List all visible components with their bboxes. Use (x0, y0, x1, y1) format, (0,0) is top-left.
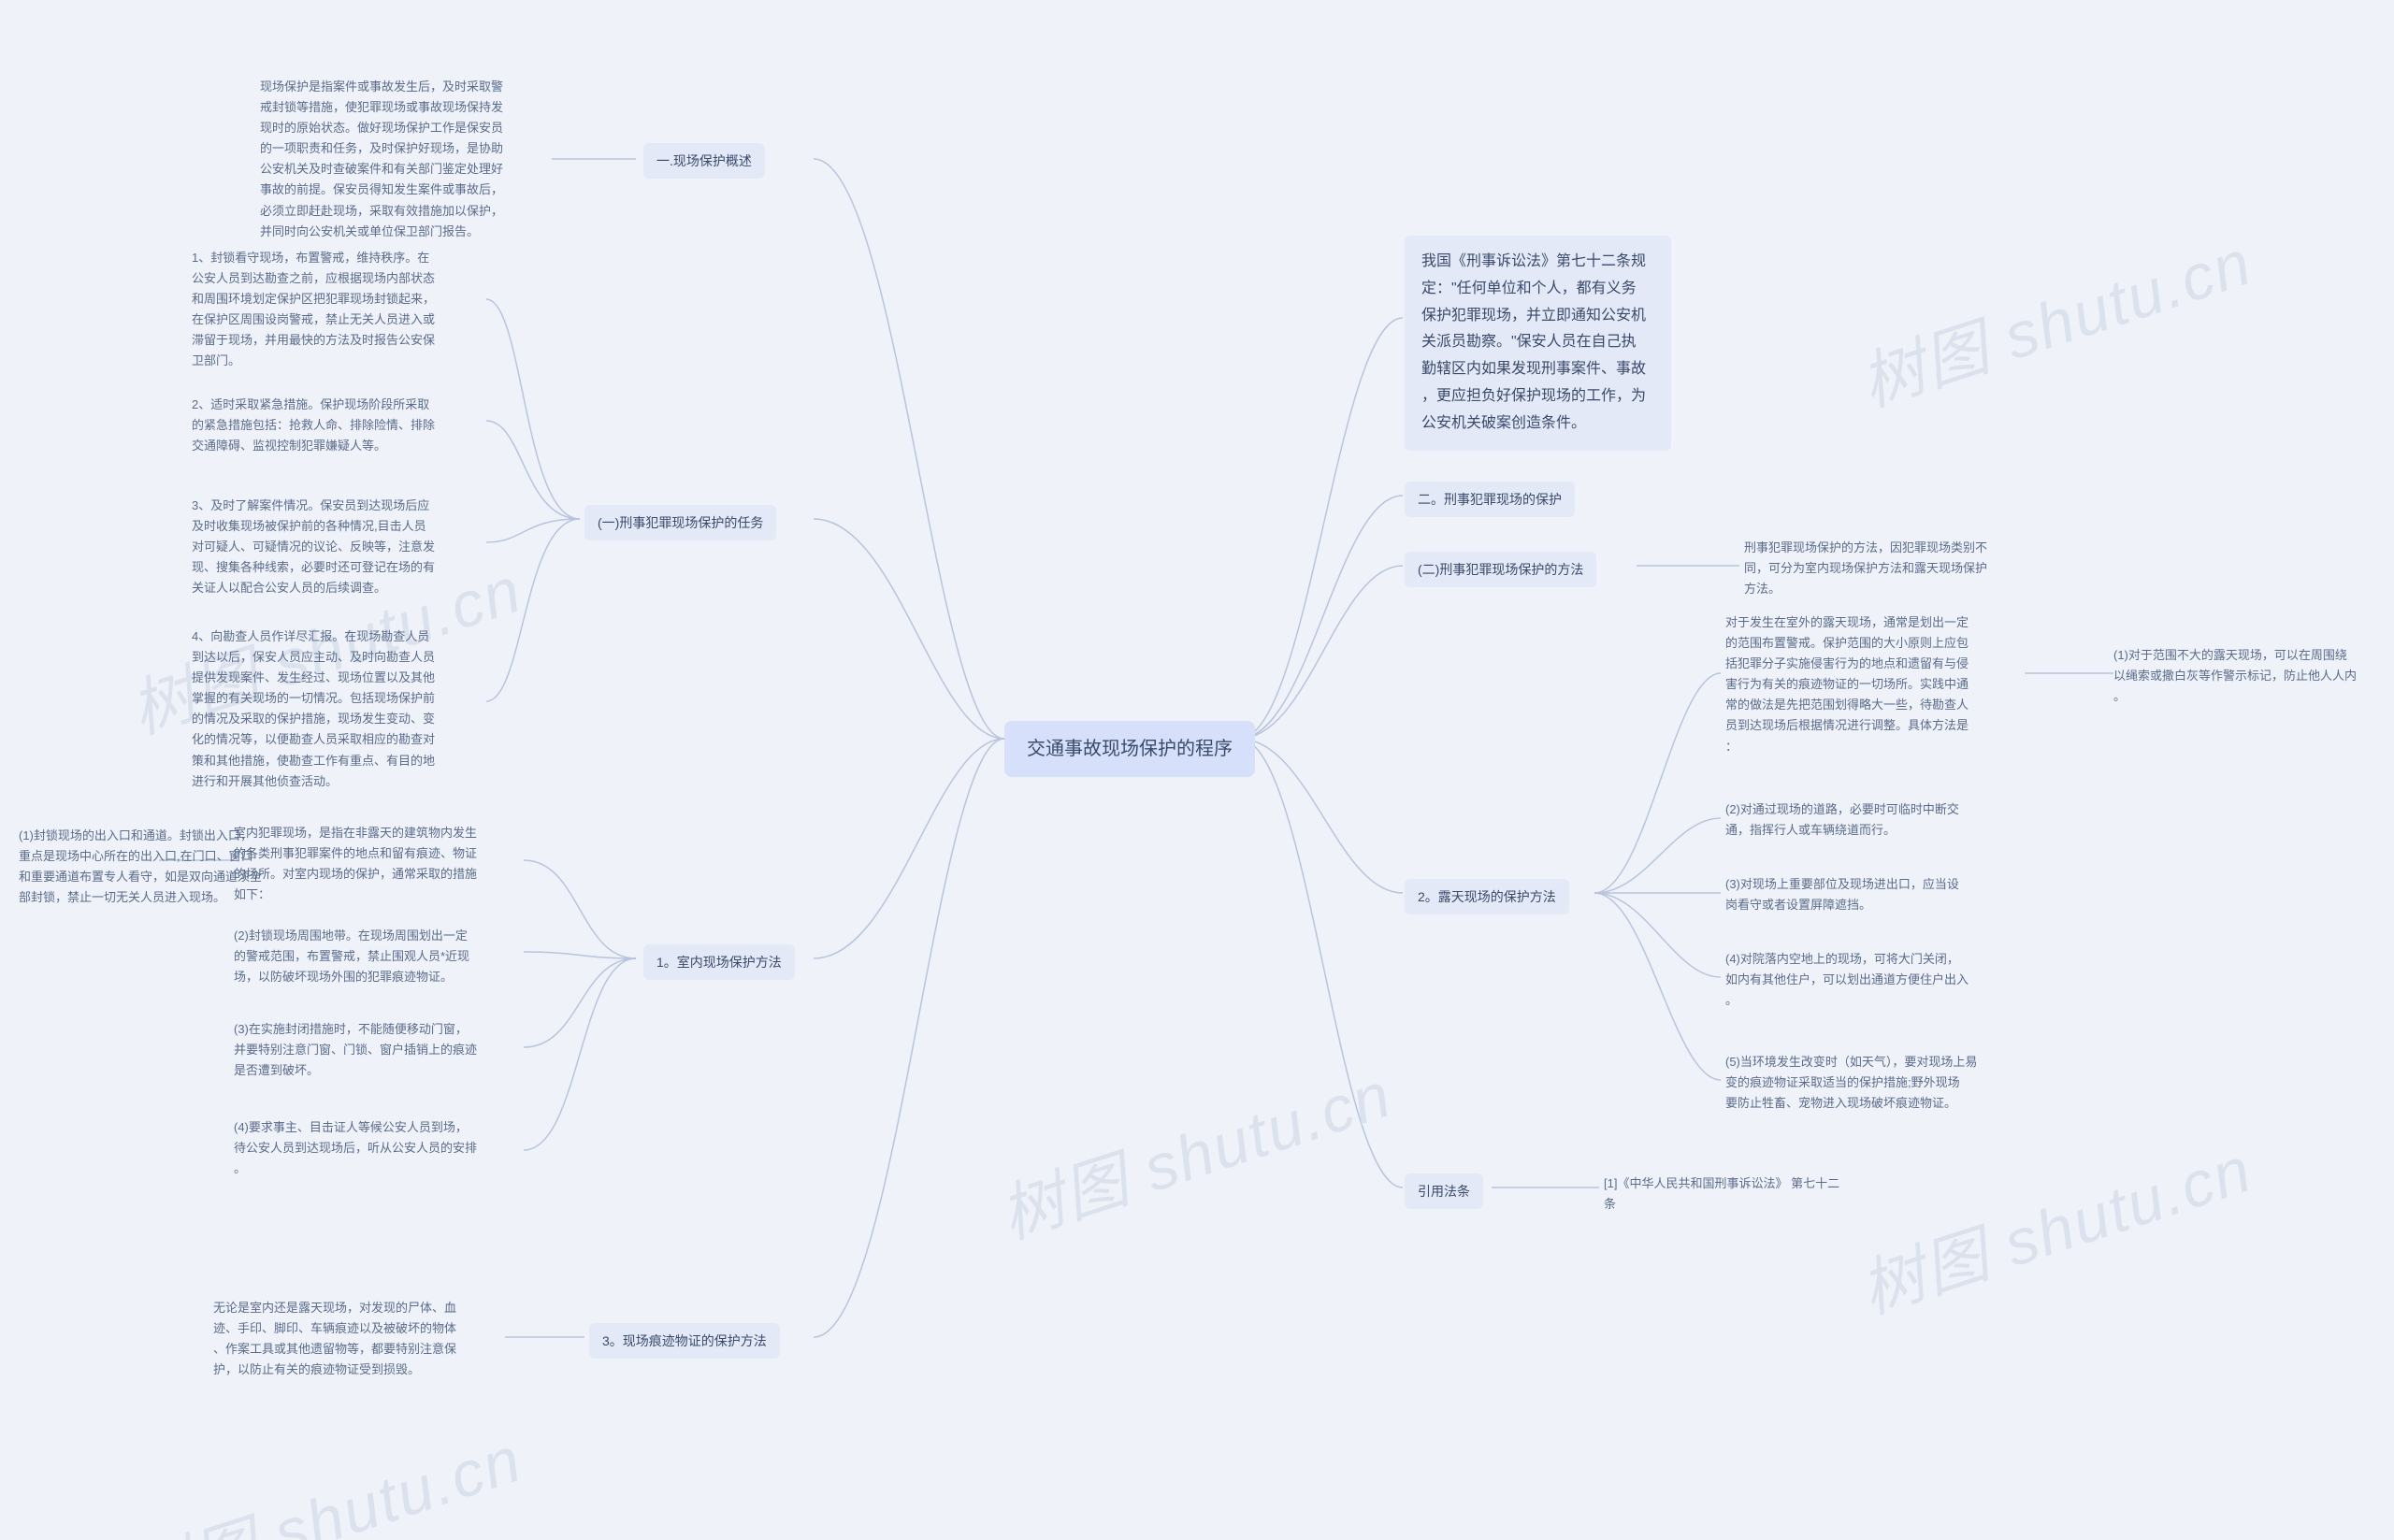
left-b2-i4: 4、向勘查人员作详尽汇报。在现场勘查人员 到达以后，保安人员应主动、及时向勘查人… (192, 626, 486, 792)
right-b4-i1: (1)对于范围不大的露天现场，可以在周围绕 以绳索或撒白灰等作警示标记，防止他人… (2113, 645, 2385, 707)
right-b4-i3: (3)对现场上重要部位及现场进出口，应当设 岗看守或者设置屏障遮挡。 (1725, 874, 2017, 915)
right-b4-label[interactable]: 2。露天现场的保护方法 (1405, 879, 1569, 914)
right-b3-desc: 刑事犯罪现场保护的方法，因犯罪现场类别不 同，可分为室内现场保护方法和露天现场保… (1744, 538, 2036, 599)
watermark: 树图 shutu.cn (987, 1043, 1401, 1256)
left-b4-label[interactable]: 3。现场痕迹物证的保护方法 (589, 1323, 780, 1359)
right-b4-i4: (4)对院落内空地上的现场，可将大门关闭， 如内有其他住户，可以划出通道方便住户… (1725, 949, 2017, 1011)
left-b4-desc: 无论是室内还是露天现场，对发现的尸体、血 迹、手印、脚印、车辆痕迹以及被破坏的物… (213, 1298, 505, 1380)
left-b2-i3: 3、及时了解案件情况。保安员到达现场后应 及时收集现场被保护前的各种情况,目击人… (192, 496, 486, 598)
watermark: 树图 shutu.cn (1847, 1117, 2261, 1331)
left-b1-label[interactable]: 一.现场保护概述 (643, 143, 765, 179)
watermark: 树图 shutu.cn (117, 1407, 531, 1540)
left-b1-desc: 现场保护是指案件或事故发生后，及时采取警 戒封锁等措施，使犯罪现场或事故现场保持… (260, 77, 552, 242)
left-b2-label[interactable]: (一)刑事犯罪现场保护的任务 (584, 505, 776, 540)
right-b4-desc: 对于发生在室外的露天现场，通常是划出一定 的范围布置警戒。保护范围的大小原则上应… (1725, 612, 2017, 757)
right-b1-desc: 我国《刑事诉讼法》第七十二条规 定："任何单位和个人，都有义务 保护犯罪现场，并… (1405, 236, 1671, 451)
right-b4-i5: (5)当环境发生改变时（如天气），要对现场上易 变的痕迹物证采取适当的保护措施;… (1725, 1052, 2017, 1114)
left-b3-i2: (2)封锁现场周围地带。在现场周围划出一定 的警戒范围，布置警戒，禁止围观人员*… (234, 926, 524, 987)
left-b3-label[interactable]: 1。室内现场保护方法 (643, 944, 795, 980)
right-b5-label[interactable]: 引用法条 (1405, 1173, 1483, 1209)
right-b2-label[interactable]: 二。刑事犯罪现场的保护 (1405, 482, 1575, 517)
right-b4-i2: (2)对通过现场的道路，必要时可临时中断交 通，指挥行人或车辆绕道而行。 (1725, 799, 2017, 841)
left-b2-i1: 1、封锁看守现场，布置警戒，维持秩序。在 公安人员到达勘查之前，应根据现场内部状… (192, 248, 486, 372)
right-b5-desc: [1]《中华人民共和国刑事诉讼法》 第七十二 条 (1604, 1173, 1896, 1215)
watermark: 树图 shutu.cn (1847, 210, 2261, 424)
left-b2-i2: 2、适时采取紧急措施。保护现场阶段所采取 的紧急措施包括：抢救人命、排除险情、排… (192, 395, 486, 456)
left-b3-i4: (4)要求事主、目击证人等候公安人员到场， 待公安人员到达现场后，听从公安人员的… (234, 1117, 524, 1179)
left-b3-i1: (1)封锁现场的出入口和通道。封锁出入口， 重点是现场中心所在的出入口,在门口、… (19, 826, 299, 908)
left-b3-i3: (3)在实施封闭措施时，不能随便移动门窗， 并要特别注意门窗、门锁、窗户插销上的… (234, 1019, 524, 1081)
right-b3-label[interactable]: (二)刑事犯罪现场保护的方法 (1405, 552, 1596, 587)
center-node[interactable]: 交通事故现场保护的程序 (1004, 721, 1255, 777)
